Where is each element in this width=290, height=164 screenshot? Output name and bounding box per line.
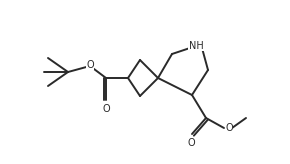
Text: O: O	[86, 60, 94, 70]
Text: NH: NH	[188, 41, 203, 51]
Text: O: O	[102, 104, 110, 114]
Text: O: O	[225, 123, 233, 133]
Text: O: O	[187, 138, 195, 148]
